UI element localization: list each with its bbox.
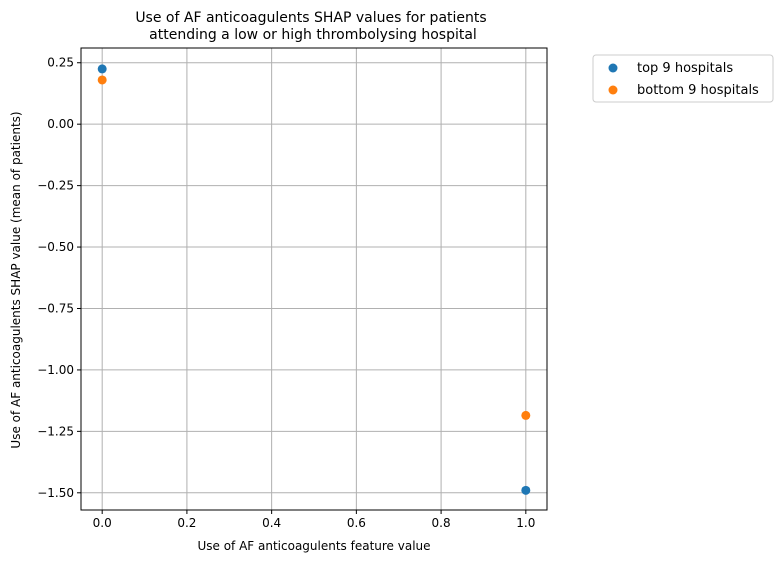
x-axis-label: Use of AF anticoagulents feature value bbox=[197, 539, 430, 553]
y-tick-label: −1.25 bbox=[37, 424, 74, 438]
grid-lines bbox=[81, 48, 547, 510]
plot-area bbox=[80, 47, 548, 511]
axis-ticks: 0.0 0.2 0.4 0.6 0.8 1.0 0.25 0.00 −0.25 −0.50 −0.7… bbox=[37, 56, 535, 530]
y-axis-label: Use of AF anticoagulents SHAP value (mea… bbox=[9, 111, 23, 448]
chart-title: Use of AF anticoagulents SHAP values for… bbox=[135, 10, 486, 26]
y-tick-label: 0.00 bbox=[47, 117, 74, 131]
y-tick-label: 0.25 bbox=[47, 56, 74, 70]
y-tick-label: −1.50 bbox=[37, 486, 74, 500]
legend: top 9 hospitals bottom 9 hospitals bbox=[592, 54, 774, 103]
data-point-series-0 bbox=[97, 64, 107, 74]
data-point-series-0 bbox=[521, 485, 531, 495]
x-tick-label: 1.0 bbox=[516, 516, 535, 530]
y-tick-label: −0.75 bbox=[37, 301, 74, 315]
legend-marker bbox=[608, 63, 618, 73]
legend-label: top 9 hospitals bbox=[637, 61, 733, 76]
legend-label: bottom 9 hospitals bbox=[637, 83, 759, 98]
legend-marker bbox=[608, 85, 618, 95]
data-point-series-1 bbox=[97, 75, 107, 85]
y-tick-label: −0.25 bbox=[37, 179, 74, 193]
x-tick-label: 0.0 bbox=[93, 516, 112, 530]
x-tick-label: 0.2 bbox=[177, 516, 196, 530]
data-points bbox=[97, 64, 531, 495]
y-tick-label: −1.00 bbox=[37, 363, 74, 377]
x-tick-label: 0.8 bbox=[432, 516, 451, 530]
data-point-series-1 bbox=[521, 410, 531, 420]
y-tick-label: −0.50 bbox=[37, 240, 74, 254]
chart-subtitle: attending a low or high thrombolysing ho… bbox=[149, 27, 477, 43]
legend-frame bbox=[592, 54, 774, 103]
x-tick-label: 0.4 bbox=[262, 516, 281, 530]
x-tick-label: 0.6 bbox=[347, 516, 366, 530]
